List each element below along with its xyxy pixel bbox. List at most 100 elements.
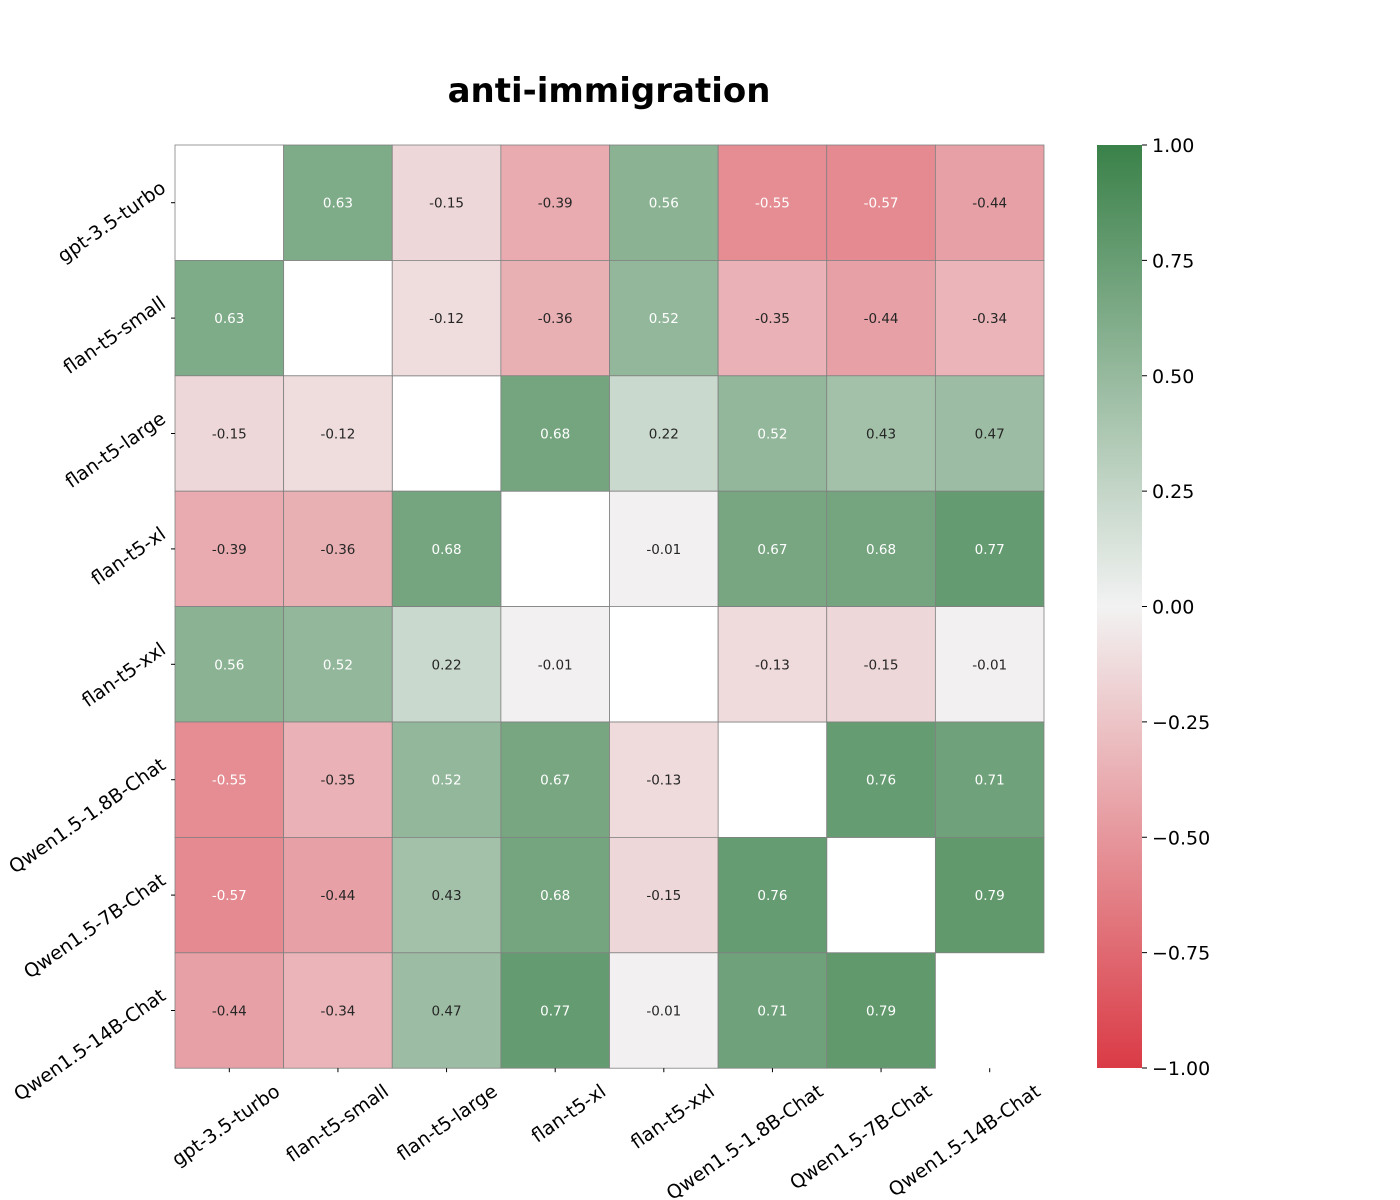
cell-value-label: -0.57 (212, 888, 247, 904)
heatmap-cell (609, 952, 719, 1069)
cell-value-label: 0.43 (432, 888, 462, 904)
cell-value-label: 0.77 (975, 542, 1005, 558)
cell-value-label: -0.15 (864, 657, 899, 673)
cell-value-label: 0.47 (432, 1004, 462, 1020)
heatmap-cell (934, 490, 1045, 608)
heatmap-cell (609, 721, 719, 838)
y-tick-label: flan-t5-xl (87, 523, 170, 590)
x-tick-label: flan-t5-large (393, 1080, 502, 1165)
cell-value-label: 0.43 (866, 427, 896, 443)
cell-value-label: -0.36 (538, 311, 573, 327)
cell-value-label: 0.71 (757, 1004, 787, 1020)
cell-value-label: -0.13 (755, 657, 790, 673)
heatmap-cell (391, 837, 502, 954)
x-tick-label: flan-t5-small (282, 1080, 393, 1167)
diagonal-cell (283, 259, 393, 377)
heatmap-cell (174, 490, 285, 608)
cell-value-label: 0.52 (432, 773, 462, 789)
heatmap-cell (609, 375, 719, 492)
diagonal-cell (174, 144, 285, 261)
x-tick-label: flan-t5-xxl (627, 1080, 719, 1153)
cell-value-label: -0.01 (646, 1004, 681, 1020)
heatmap-cell (283, 144, 393, 261)
cell-value-label: 0.79 (866, 1004, 896, 1020)
y-axis: gpt-3.5-turbo flan-t5-small flan-t5-large f… (5, 177, 175, 1106)
y-tick-label: Qwen1.5-14B-Chat (10, 985, 170, 1106)
heatmap-cell (174, 375, 285, 492)
cell-value-label: 0.52 (757, 427, 787, 443)
colorbar-tick-label: 1.00 (1152, 135, 1194, 157)
colorbar-tick-label: 0.75 (1152, 250, 1194, 272)
cell-value-label: -0.55 (212, 773, 247, 789)
heatmap-cell (174, 259, 285, 377)
heatmap-cell (826, 606, 936, 723)
y-tick-label: gpt-3.5-turbo (54, 177, 170, 268)
cell-value-label: 0.71 (975, 773, 1005, 789)
heatmap-cell (500, 259, 610, 377)
heatmap-cell (174, 837, 285, 954)
y-tick-label: Qwen1.5-7B-Chat (20, 869, 170, 983)
heatmap-cell (934, 606, 1045, 723)
cell-value-label: 0.56 (214, 657, 244, 673)
cell-value-label: -0.44 (212, 1004, 247, 1020)
colorbar: 1.00 0.75 0.50 0.25 0.00 −0.25 −0.50 −0.75 −1.00 (1097, 135, 1210, 1080)
cell-value-label: -0.39 (212, 542, 247, 558)
heatmap-cell (934, 375, 1045, 492)
heatmap-cell (500, 952, 610, 1069)
heatmap-cell (500, 837, 610, 954)
heatmap-cell (826, 952, 936, 1069)
heatmap-cell (826, 144, 936, 261)
cell-value-label: 0.68 (866, 542, 896, 558)
cell-value-label: -0.35 (755, 311, 790, 327)
heatmap-cell (500, 721, 610, 838)
diagonal-cell (609, 606, 719, 723)
cell-value-label: -0.01 (538, 657, 573, 673)
cell-value-label: 0.67 (540, 773, 570, 789)
heatmap-cell (717, 259, 828, 377)
cell-value-label: -0.12 (429, 311, 464, 327)
heatmap-cell (934, 721, 1045, 838)
heatmap-cell (391, 144, 502, 261)
cell-value-label: -0.01 (646, 542, 681, 558)
heatmap-cell (609, 144, 719, 261)
chart-title: anti-immigration (448, 71, 771, 111)
cell-value-label: 0.22 (432, 657, 462, 673)
cell-value-label: 0.68 (432, 542, 462, 558)
cell-value-label: -0.57 (864, 196, 899, 212)
cell-value-label: 0.56 (649, 196, 679, 212)
heatmap-cell (391, 606, 502, 723)
heatmap-cell (609, 837, 719, 954)
heatmap-cell (283, 952, 393, 1069)
cell-value-label: -0.34 (972, 311, 1007, 327)
y-tick-label: flan-t5-large (61, 408, 170, 493)
heatmap-cell (391, 721, 502, 838)
cell-value-label: 0.77 (540, 1004, 570, 1020)
cell-value-label: -0.44 (864, 311, 899, 327)
y-tick-label: Qwen1.5-1.8B-Chat (5, 754, 170, 879)
colorbar-tick-label: −0.50 (1152, 827, 1210, 849)
cell-value-label: -0.13 (646, 773, 681, 789)
cell-value-label: -0.15 (429, 196, 464, 212)
colorbar-tick-label: −0.25 (1152, 712, 1210, 734)
heatmap-cell (609, 490, 719, 608)
heatmap-cell (174, 721, 285, 838)
colorbar-gradient (1097, 145, 1142, 1068)
diagonal-cell (717, 721, 828, 838)
cell-value-label: -0.39 (538, 196, 573, 212)
heatmap-cell (826, 375, 936, 492)
heatmap-cells: 0.63 -0.15 -0.39 0.56 -0.55 -0.57 -0.44 0.63 -0.… (174, 144, 1045, 1069)
heatmap-cell (717, 952, 828, 1069)
heatmap-cell (500, 144, 610, 261)
heatmap-cell (717, 144, 828, 261)
cell-value-label: -0.44 (320, 888, 355, 904)
cell-value-label: 0.76 (757, 888, 787, 904)
cell-value-label: 0.76 (866, 773, 896, 789)
x-tick-label: flan-t5-xl (527, 1080, 610, 1147)
cell-value-label: 0.47 (975, 427, 1005, 443)
colorbar-tick-label: 0.00 (1152, 597, 1194, 619)
cell-value-label: -0.15 (646, 888, 681, 904)
y-tick-label: flan-t5-xxl (78, 638, 170, 711)
cell-value-label: 0.68 (540, 427, 570, 443)
cell-value-label: -0.15 (212, 427, 247, 443)
